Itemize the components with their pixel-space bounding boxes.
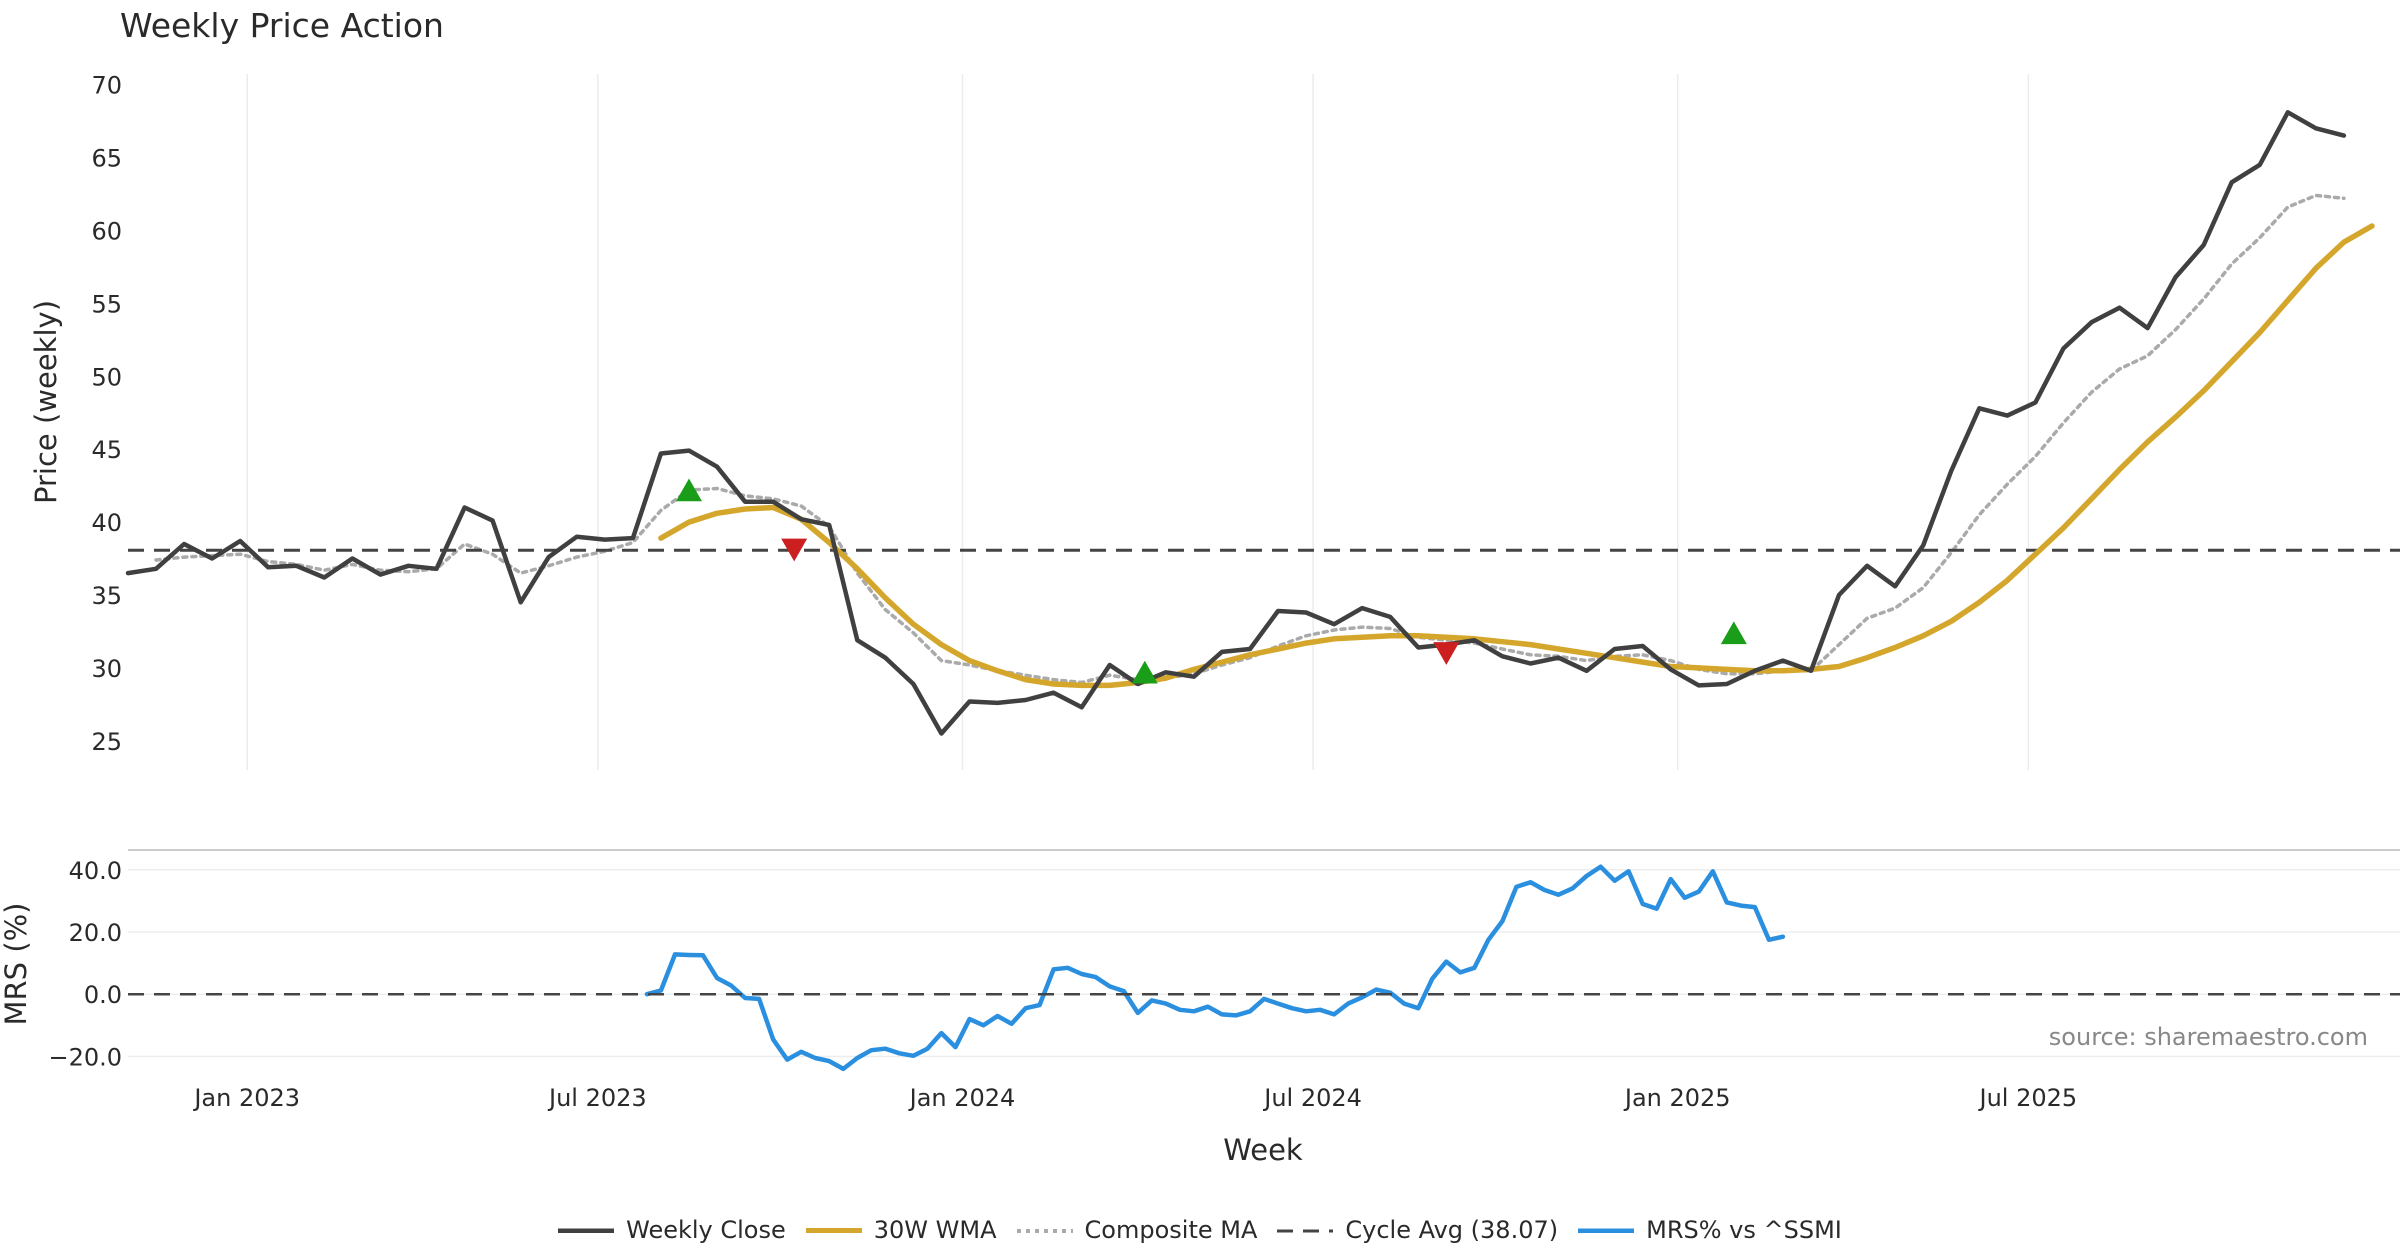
mrs-y-tick-label: 20.0 xyxy=(69,919,122,947)
mrs-y-tick-label: 0.0 xyxy=(84,981,122,1009)
mrs-y-tick-label: −20.0 xyxy=(48,1043,122,1071)
price-y-axis-label: Price (weekly) xyxy=(29,300,63,504)
chart-title: Weekly Price Action xyxy=(120,6,444,45)
x-tick-label: Jul 2025 xyxy=(1978,1084,2078,1112)
sell-signal-marker[interactable] xyxy=(781,538,808,562)
buy-signal-marker[interactable] xyxy=(675,478,702,502)
mrs-y-tick-label: 40.0 xyxy=(69,857,122,885)
price-y-ticks: 25 30 35 40 45 50 55 60 65 70 xyxy=(91,72,122,756)
price-y-tick-label: 35 xyxy=(91,582,122,610)
price-y-tick-label: 30 xyxy=(91,655,122,683)
price-y-tick-label: 65 xyxy=(91,145,122,173)
price-grid xyxy=(246,74,2030,770)
price-y-tick-label: 40 xyxy=(91,509,122,537)
price-y-tick-label: 55 xyxy=(91,290,122,318)
x-ticks: Jan 2023 Jul 2023 Jan 2024 Jul 2024 Jan 2025… xyxy=(192,1084,2077,1112)
legend-swatch-cycle-avg xyxy=(1277,1229,1334,1233)
series-mrs xyxy=(644,864,1786,1072)
price-markers xyxy=(675,478,1747,684)
price-series xyxy=(125,110,2400,736)
x-tick-label: Jan 2023 xyxy=(192,1084,300,1112)
price-y-tick-label: 45 xyxy=(91,436,122,464)
legend-swatch-weekly-close xyxy=(558,1228,615,1233)
price-y-tick-label: 70 xyxy=(91,72,122,100)
price-y-tick-label: 60 xyxy=(91,217,122,245)
x-tick-label: Jan 2024 xyxy=(908,1084,1016,1112)
legend-item-weekly-close[interactable]: Weekly Close xyxy=(558,1216,786,1244)
legend-item-composite-ma[interactable]: Composite MA xyxy=(1016,1216,1258,1244)
price-y-tick-label: 50 xyxy=(91,363,122,391)
x-tick-label: Jul 2023 xyxy=(547,1084,647,1112)
legend-label: MRS% vs ^SSMI xyxy=(1646,1216,1842,1244)
chart-legend: Weekly Close 30W WMA Composite MA Cycle … xyxy=(0,1210,2400,1250)
mrs-series xyxy=(128,864,2400,1072)
series-weekly-close xyxy=(125,110,2347,736)
legend-label: Composite MA xyxy=(1084,1216,1258,1244)
legend-item-cycle-avg[interactable]: Cycle Avg (38.07) xyxy=(1277,1216,1558,1244)
series-composite-ma xyxy=(154,193,2346,685)
x-tick-label: Jan 2025 xyxy=(1623,1084,1731,1112)
mrs-y-axis-label: MRS (%) xyxy=(0,903,33,1026)
sell-signal-marker[interactable] xyxy=(1433,642,1460,665)
buy-signal-marker[interactable] xyxy=(1720,621,1747,645)
legend-swatch-composite-ma xyxy=(1016,1229,1073,1233)
legend-label: Weekly Close xyxy=(626,1216,786,1244)
price-y-tick-label: 25 xyxy=(91,728,122,756)
legend-swatch-30w-wma xyxy=(805,1228,862,1233)
mrs-y-ticks: −20.0 0.0 20.0 40.0 xyxy=(48,857,122,1072)
source-annotation: source: sharemaestro.com xyxy=(2049,1023,2368,1051)
legend-label: Cycle Avg (38.07) xyxy=(1345,1216,1559,1244)
x-axis-label: Week xyxy=(1223,1133,1303,1167)
legend-item-30w-wma[interactable]: 30W WMA xyxy=(805,1216,997,1244)
legend-label: 30W WMA xyxy=(873,1216,997,1244)
x-tick-label: Jul 2024 xyxy=(1262,1084,1362,1112)
legend-item-mrs[interactable]: MRS% vs ^SSMI xyxy=(1578,1216,1842,1244)
buy-signal-marker[interactable] xyxy=(1131,660,1158,684)
legend-swatch-mrs xyxy=(1578,1228,1635,1233)
series-30w-wma xyxy=(658,223,2375,689)
